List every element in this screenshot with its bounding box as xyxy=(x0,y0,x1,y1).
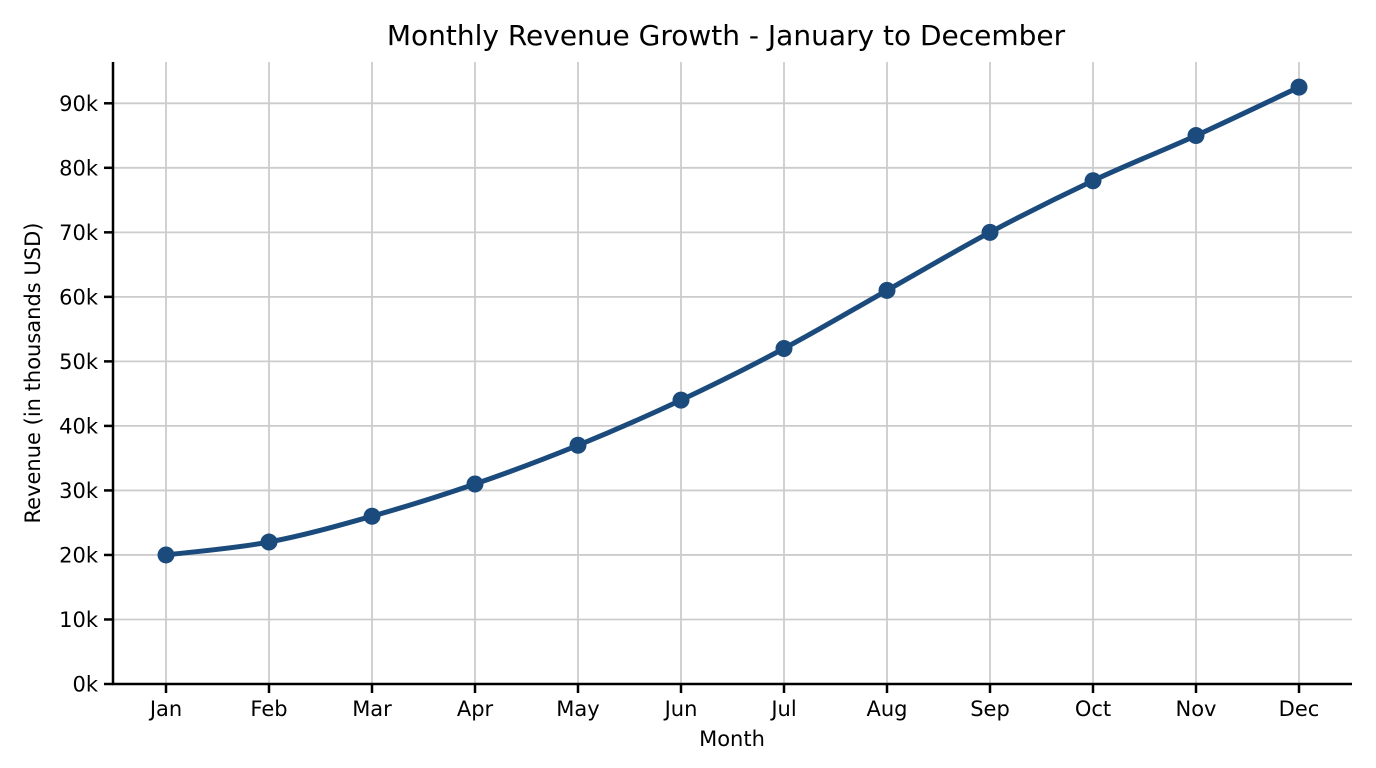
x-tick-label: Oct xyxy=(1075,697,1111,721)
data-point-feb xyxy=(260,533,278,551)
x-tick-label: Mar xyxy=(352,697,392,721)
revenue-line xyxy=(163,84,1302,558)
y-tick-label: 10k xyxy=(59,608,99,632)
x-tick-label: Jul xyxy=(769,697,796,721)
x-tick-label: Nov xyxy=(1176,697,1217,721)
x-tick-label: Jun xyxy=(663,697,698,721)
data-point-aug xyxy=(878,281,896,299)
axis-layer xyxy=(104,62,1352,693)
data-point-jul xyxy=(775,339,793,357)
y-tick-label: 60k xyxy=(59,285,99,309)
x-tick-label: Feb xyxy=(250,697,287,721)
data-point-nov xyxy=(1187,127,1205,145)
data-point-mar xyxy=(363,507,381,525)
data-point-apr xyxy=(466,475,484,493)
data-point-dec xyxy=(1290,78,1308,96)
x-tick-label: May xyxy=(556,697,599,721)
data-point-oct xyxy=(1084,172,1102,190)
y-tick-label: 0k xyxy=(72,673,98,697)
x-tick-label: Apr xyxy=(457,697,494,721)
x-tick-label: Dec xyxy=(1279,697,1320,721)
data-point-jun xyxy=(672,391,690,409)
chart-title: Monthly Revenue Growth - January to Dece… xyxy=(387,19,1066,52)
tick-label-layer: 0k 10k 20k 30k 40k 50k 60k 70k 80k 90k Jan Feb Mar Ap… xyxy=(59,92,1319,721)
y-tick-label: 80k xyxy=(59,156,99,180)
x-tick-label: Aug xyxy=(866,697,907,721)
y-tick-label: 70k xyxy=(59,221,99,245)
y-tick-label: 50k xyxy=(59,350,99,374)
x-tick-label: Sep xyxy=(970,697,1010,721)
y-tick-label: 40k xyxy=(59,414,99,438)
y-axis-label: Revenue (in thousands USD) xyxy=(21,223,45,524)
x-tick-label: Jan xyxy=(148,697,182,721)
y-tick-label: 20k xyxy=(59,543,99,567)
y-tick-label: 90k xyxy=(59,92,99,116)
series-layer xyxy=(157,78,1308,564)
data-point-sep xyxy=(981,223,999,241)
data-point-may xyxy=(569,436,587,454)
x-axis-label: Month xyxy=(699,727,765,751)
data-point-jan xyxy=(157,546,175,564)
y-tick-label: 30k xyxy=(59,479,99,503)
